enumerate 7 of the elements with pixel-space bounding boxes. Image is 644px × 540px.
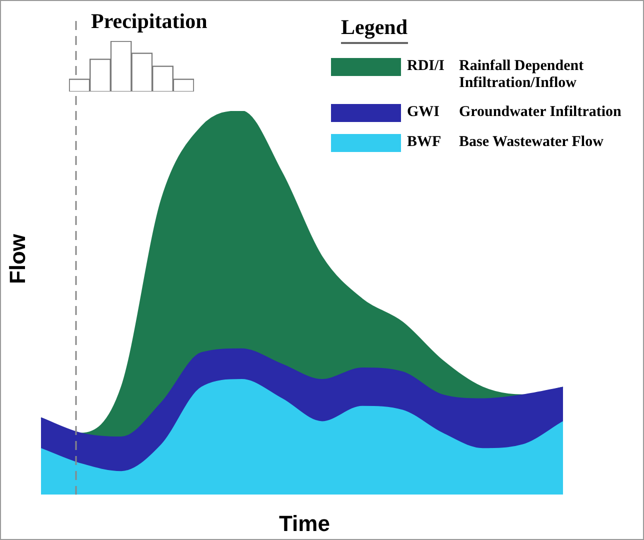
legend-label: RDI/I Rainfall Dependent Infiltration/Inflow (407, 58, 585, 92)
legend-label: BWF Base Wastewater Flow (407, 134, 604, 151)
chart-title: Precipitation (91, 9, 208, 33)
y-axis-title: Flow (5, 234, 32, 284)
text: GWI Groundwater Infiltration (407, 104, 622, 120)
x-axis-title: Time (279, 511, 330, 537)
legend-title: Legend (341, 15, 408, 44)
